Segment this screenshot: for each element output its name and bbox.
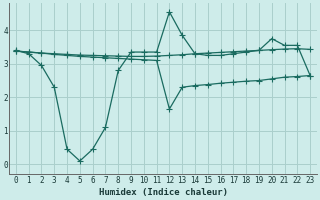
X-axis label: Humidex (Indice chaleur): Humidex (Indice chaleur) [99,188,228,197]
